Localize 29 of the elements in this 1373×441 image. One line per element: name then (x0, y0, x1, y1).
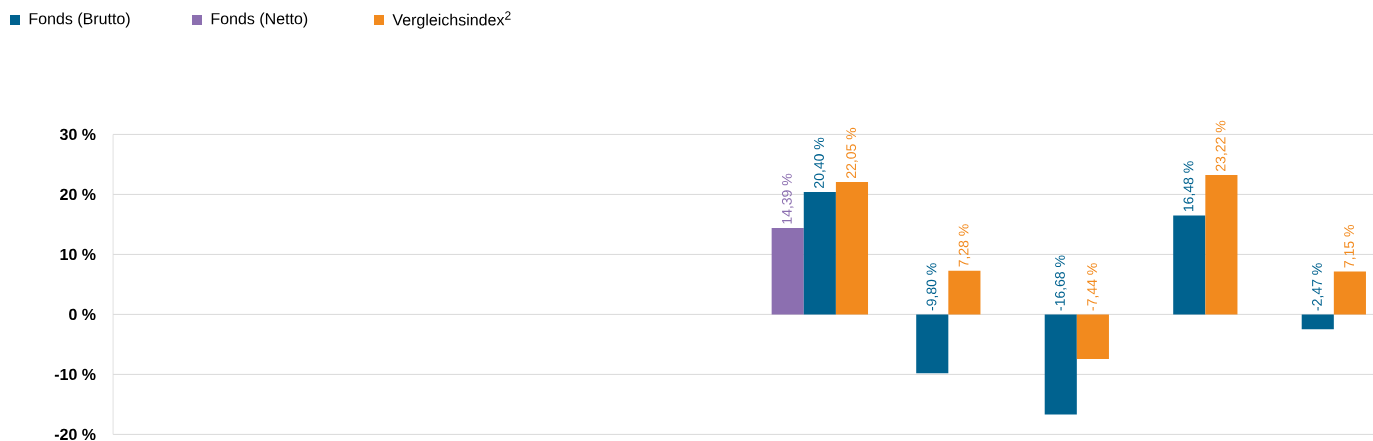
data-label: 20,40 % (814, 137, 826, 188)
data-label: 14,39 % (781, 173, 794, 224)
legend-label: Fonds (Brutto) (29, 12, 130, 28)
data-label: -9,80 % (926, 263, 939, 311)
y-tick-label: 0 % (69, 308, 96, 321)
data-label: -16,68 % (1055, 255, 1067, 311)
bar (1205, 175, 1238, 315)
bar (1301, 314, 1334, 330)
data-label: 7,28 % (958, 224, 971, 267)
bar (1076, 314, 1109, 360)
bar (948, 270, 981, 315)
y-tick-label: 10 % (60, 248, 96, 261)
legend-label: Vergleichsindex$^{2}$ (392, 11, 511, 29)
bar (1173, 215, 1206, 315)
y-tick-label: 20 % (60, 188, 96, 201)
data-label: -7,44 % (1087, 263, 1099, 311)
data-label: 23,22 % (1215, 120, 1228, 171)
legend-label: Fonds (Netto) (211, 12, 308, 28)
y-tick-label: -20 % (54, 428, 96, 441)
bar (771, 228, 804, 315)
y-tick-label: -10 % (54, 368, 96, 381)
y-tick-label: 30 % (59, 128, 96, 141)
bar (1333, 271, 1366, 315)
bar (1044, 314, 1077, 415)
bar (916, 314, 949, 374)
data-label: -2,47 % (1312, 263, 1324, 311)
data-label: 7,15 % (1344, 225, 1356, 268)
data-label: 16,48 % (1183, 161, 1196, 212)
data-label: 22,05 % (846, 127, 858, 179)
